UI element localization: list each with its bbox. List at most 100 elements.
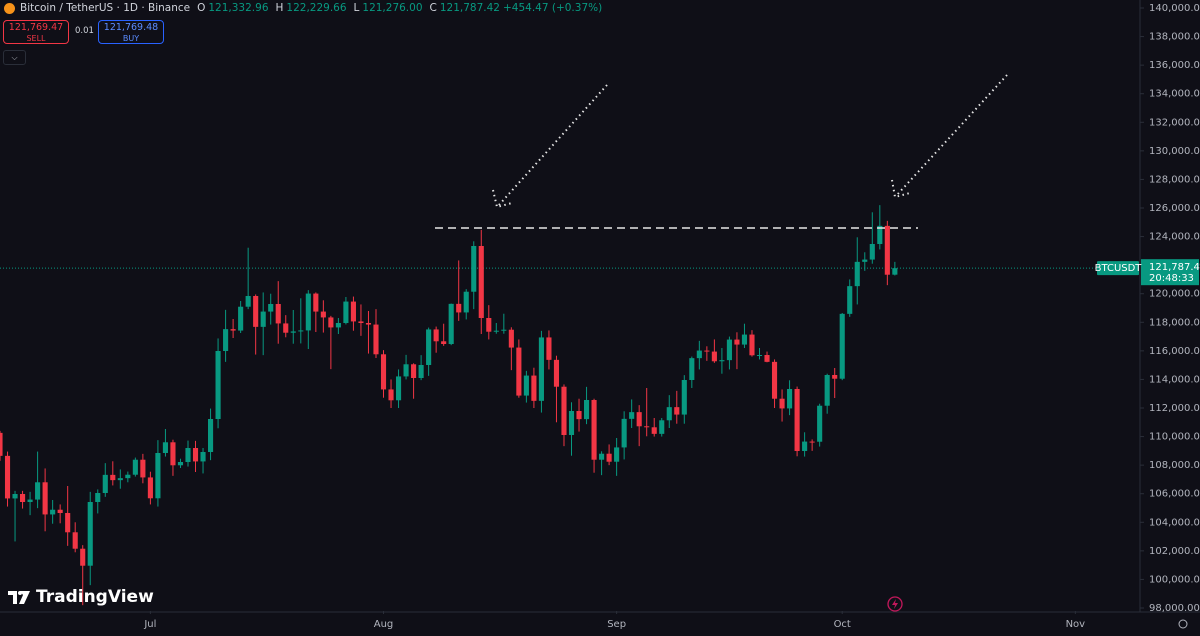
candle-body: [87, 502, 93, 566]
watermark-text: TradingView: [36, 587, 154, 607]
candle-body: [42, 482, 48, 515]
candle-body: [689, 358, 695, 380]
candle-body: [20, 494, 26, 502]
candle-body: [343, 301, 349, 323]
candle-body: [606, 453, 612, 462]
y-tick-label: 124,000.00: [1149, 232, 1200, 243]
y-tick-label: 104,000.00: [1149, 517, 1200, 528]
candle-body: [516, 347, 522, 396]
sell-label: SELL: [26, 34, 46, 43]
candle-body: [320, 311, 326, 318]
candle-body: [644, 426, 650, 428]
candle-body: [869, 244, 875, 260]
candle-body: [72, 532, 78, 549]
ohlc-value: 121,276.00: [362, 2, 423, 14]
candle-body: [238, 306, 244, 331]
buy-label: BUY: [122, 34, 140, 43]
candle-body: [553, 359, 560, 387]
candle-body: [862, 259, 868, 262]
candle-body: [809, 441, 815, 443]
coin-icon: [4, 2, 15, 14]
candle-body: [531, 375, 537, 401]
candle-body: [80, 548, 86, 566]
y-tick-label: 130,000.00: [1149, 146, 1200, 157]
y-tick-label: 140,000.00: [1149, 3, 1200, 14]
symbol: Bitcoin / TetherUS · 1D · Binance: [20, 2, 191, 14]
candle-body: [659, 420, 665, 434]
candle-body: [132, 459, 138, 475]
lightning-icon[interactable]: [887, 596, 903, 612]
lightning-icon: [892, 599, 898, 609]
candle-body: [771, 361, 778, 399]
candle-body: [832, 375, 838, 379]
candle-body: [651, 427, 657, 434]
candle-body: [27, 499, 33, 502]
candle-body: [57, 509, 63, 513]
y-tick-label: 116,000.00: [1149, 346, 1200, 357]
candle-body: [185, 448, 191, 462]
y-tick-label: 118,000.00: [1149, 317, 1200, 328]
candle-body: [373, 324, 379, 355]
sell-button[interactable]: 121,769.47 SELL: [3, 20, 69, 44]
candle-body: [614, 447, 620, 462]
candle-body: [253, 296, 259, 327]
candle-body: [275, 304, 281, 324]
candle-body: [523, 375, 529, 396]
candle-body: [583, 400, 590, 420]
y-tick-label: 120,000.00: [1149, 289, 1200, 300]
candle-body: [546, 337, 552, 360]
y-tick-label: 108,000.00: [1149, 460, 1200, 471]
y-tick-label: 126,000.00: [1149, 203, 1200, 214]
candle-body: [411, 364, 417, 378]
candle-body: [599, 453, 605, 460]
candle-body: [824, 375, 830, 406]
candle-body: [102, 474, 108, 493]
candle-body: [155, 453, 161, 499]
candle-body: [12, 494, 18, 499]
symbol-box: [1097, 261, 1139, 276]
candle-body: [749, 334, 755, 356]
candle-body: [456, 303, 462, 313]
candle-body: [817, 405, 823, 442]
candle-body: [162, 442, 168, 453]
ohlc-key: C: [429, 2, 437, 14]
candle-body: [313, 293, 319, 312]
candle-body: [4, 455, 11, 499]
buy-button[interactable]: 121,769.48 BUY: [98, 20, 164, 44]
candle-body: [787, 389, 793, 409]
ohlc-value: 121,787.42: [439, 2, 500, 14]
candle-body: [711, 351, 717, 362]
settings-icon[interactable]: [1178, 619, 1188, 629]
x-tick-label: Nov: [1066, 619, 1086, 630]
candle-body: [892, 268, 898, 275]
candle-body: [674, 407, 680, 415]
candle-body: [441, 341, 447, 344]
candle-body: [95, 493, 101, 502]
candle-body: [328, 317, 334, 328]
dropdown[interactable]: ⌵: [3, 50, 26, 65]
y-tick-label: 106,000.00: [1149, 489, 1200, 500]
candle-body: [636, 412, 642, 427]
candle-body: [591, 400, 597, 460]
candle-body: [463, 291, 469, 313]
candle-body: [508, 329, 514, 348]
candles: [0, 205, 898, 606]
candle-body: [200, 452, 206, 462]
price-label: 121,787.42: [1149, 262, 1200, 273]
x-tick-label: Aug: [374, 619, 394, 630]
y-tick-label: 100,000.00: [1149, 574, 1200, 585]
symbol-label: BTCUSDT: [1095, 263, 1143, 274]
candle-body: [802, 441, 808, 451]
countdown: 20:48:33: [1149, 273, 1194, 284]
candle-body: [50, 509, 56, 515]
ohlc-key: O: [197, 2, 206, 14]
candle-body: [403, 364, 409, 377]
candle-body: [847, 286, 853, 314]
candle-body: [170, 442, 176, 466]
candle-body: [839, 313, 845, 379]
y-tick-label: 136,000.00: [1149, 60, 1200, 71]
quantity: 0.01: [75, 26, 94, 36]
x-tick-label: Oct: [834, 619, 851, 630]
